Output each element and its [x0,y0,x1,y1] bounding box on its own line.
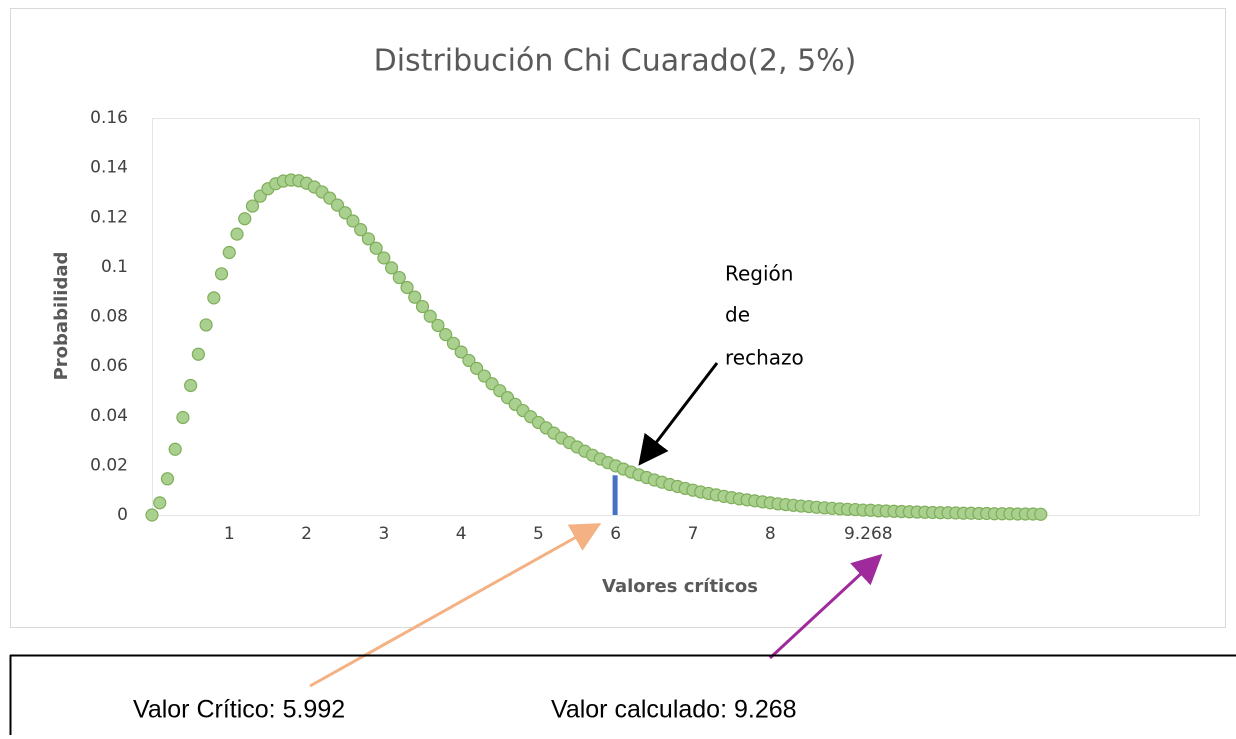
point [415,299,430,314]
calculated-arrow [768,553,883,660]
x-tick-label: 8 [765,524,776,544]
annotation-text: de [725,303,750,327]
point [330,198,345,212]
point [369,241,383,255]
point [446,336,461,350]
x-tick-label: 7 [688,524,699,544]
y-tick-label: 0.08 [90,307,128,327]
point [168,442,182,456]
y-axis-label: Probabilidad [51,252,72,381]
y-tick-label: 0.12 [90,207,128,227]
point [423,309,437,323]
x-tick-label: 1 [224,524,235,544]
footer-text: Valor Crítico: 5.992 [133,696,345,724]
point [191,347,205,361]
plot-area [152,118,1200,516]
annotation-arrow [638,362,719,466]
point [400,280,414,295]
point [230,227,244,241]
point [160,472,175,486]
point [462,353,476,368]
x-tick-label: 4 [456,524,467,544]
y-tick-label: 0.1 [101,257,128,277]
point [408,290,422,304]
footer-text: Valor calculado: 9.268 [551,696,797,724]
point [1034,507,1048,521]
point [384,261,399,275]
point [377,251,391,265]
y-tick-label: 0 [117,505,128,525]
point [361,232,376,246]
point [338,206,352,220]
y-tick-label: 0.16 [90,108,128,128]
point [199,318,213,332]
point [238,212,252,226]
point [439,328,453,342]
y-tick-label: 0.04 [90,406,128,426]
point [214,267,229,281]
point [392,270,406,285]
annotation-text: Región [725,262,793,286]
critical-arrow [309,523,602,688]
y-tick-label: 0.02 [90,455,128,475]
point [176,410,190,425]
x-tick-label: 3 [378,524,389,544]
chart-title: Distribución Chi Cuarado(2, 5%) [374,44,857,79]
point [145,508,159,522]
point [477,369,491,383]
point [470,361,484,375]
x-tick-label: 2 [301,524,312,544]
annotation-text: rechazo [725,346,804,370]
x-axis-label: Valores críticos [602,576,758,597]
point [153,496,167,510]
point [207,291,221,305]
point [454,345,468,359]
x-tick-label: 6 [610,524,621,544]
point [346,214,360,228]
point [184,378,198,393]
point [431,318,445,333]
x-tick-label: 9.268 [844,524,893,544]
point [222,245,236,260]
x-tick-label: 5 [533,524,544,544]
y-tick-label: 0.14 [90,158,128,178]
point [245,199,260,213]
y-tick-label: 0.06 [90,356,128,376]
point [354,223,368,237]
chart-border [10,8,1226,628]
